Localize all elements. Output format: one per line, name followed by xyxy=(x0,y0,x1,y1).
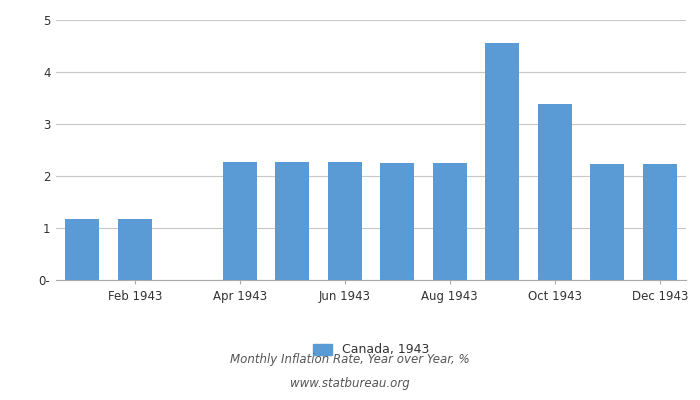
Bar xyxy=(223,162,257,280)
Bar xyxy=(65,219,99,280)
Bar xyxy=(643,164,677,280)
Bar xyxy=(590,164,624,280)
Bar xyxy=(433,163,467,280)
Bar xyxy=(118,219,152,280)
Bar xyxy=(538,104,572,280)
Legend: Canada, 1943: Canada, 1943 xyxy=(313,344,429,356)
Bar xyxy=(328,162,362,280)
Bar xyxy=(380,163,414,280)
Text: Monthly Inflation Rate, Year over Year, %: Monthly Inflation Rate, Year over Year, … xyxy=(230,354,470,366)
Bar xyxy=(275,162,309,280)
Text: www.statbureau.org: www.statbureau.org xyxy=(290,378,410,390)
Bar xyxy=(485,43,519,280)
